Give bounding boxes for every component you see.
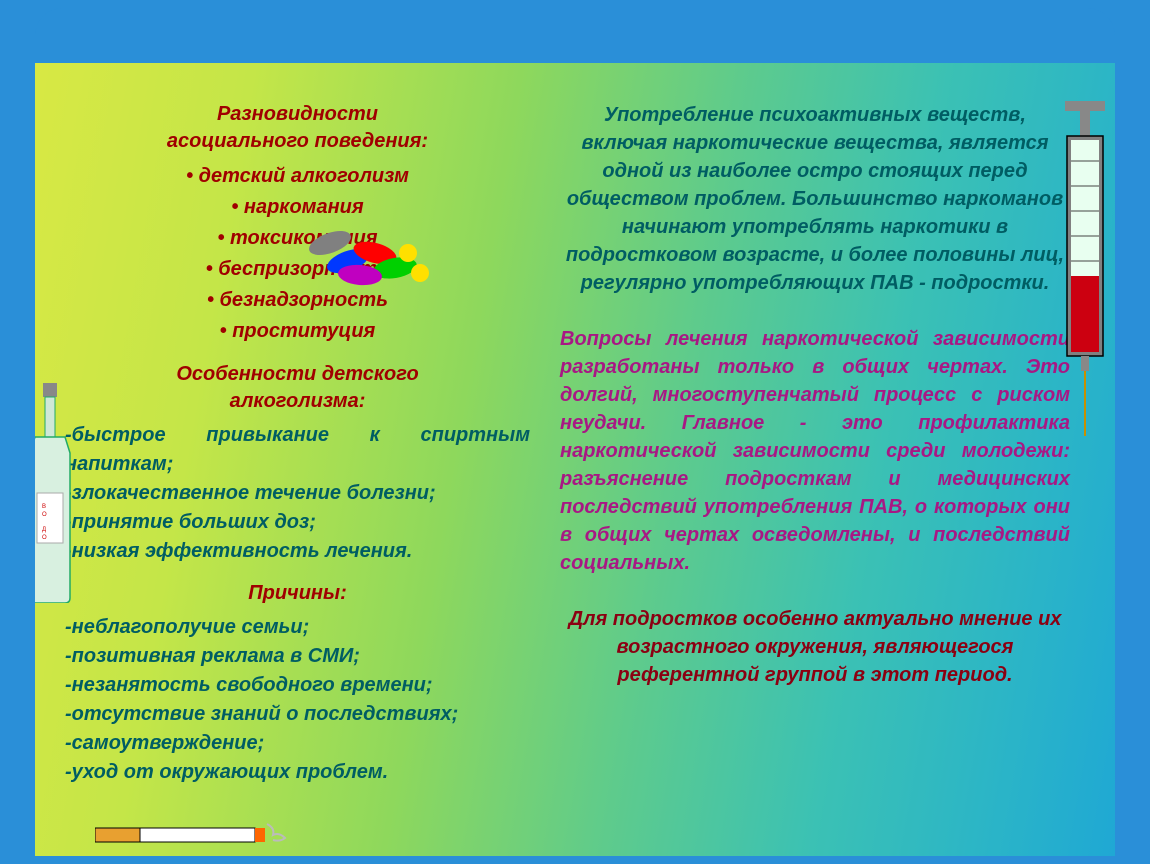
syringe-icon xyxy=(1055,101,1115,441)
left-column: Разновидности асоциального поведения: де… xyxy=(65,101,530,787)
paragraph-2: Вопросы лечения наркотической зависимост… xyxy=(560,325,1070,577)
bottle-icon: В О Д О xyxy=(35,383,85,603)
right-column: Употребление психоактивных веществ, вклю… xyxy=(560,101,1070,717)
reason: -неблагополучие семьи; xyxy=(65,613,530,642)
reason: -отсутствие знаний о последствиях; xyxy=(65,700,530,729)
bullet-list: детский алкоголизм наркомания токсикоман… xyxy=(65,161,530,347)
reason: -самоутверждение; xyxy=(65,729,530,758)
paragraph-3: Для подростков особенно актуально мнение… xyxy=(560,605,1070,689)
bullet: безнадзорность xyxy=(65,285,530,316)
bullet: беспризорность xyxy=(65,254,530,285)
reason: -незанятость свободного времени; xyxy=(65,671,530,700)
svg-text:О: О xyxy=(42,512,47,518)
bullet: проституция xyxy=(65,316,530,347)
bullet: наркомания xyxy=(65,192,530,223)
slide-frame: Разновидности асоциального поведения: де… xyxy=(35,8,1115,856)
paragraph-1: Употребление психоактивных веществ, вклю… xyxy=(560,101,1070,297)
reasons-list: -неблагополучие семьи; -позитивная рекла… xyxy=(65,613,530,787)
cigarette-icon xyxy=(95,820,295,850)
text: Особенности детского xyxy=(176,363,418,385)
svg-text:Д: Д xyxy=(42,527,46,533)
svg-text:В: В xyxy=(42,504,46,510)
features-block: -быстрое привыкание к спиртным напиткам;… xyxy=(65,421,530,566)
left-heading-1: Разновидности асоциального поведения: xyxy=(65,101,530,155)
left-heading-3: Причины: xyxy=(65,580,530,607)
left-heading-2: Особенности детского алкоголизма: xyxy=(65,361,530,415)
top-bar xyxy=(35,8,1115,56)
reason: -позитивная реклама в СМИ; xyxy=(65,642,530,671)
svg-text:О: О xyxy=(42,535,47,541)
text: алкоголизма: xyxy=(230,390,366,412)
bullet: детский алкоголизм xyxy=(65,161,530,192)
text: Разновидности xyxy=(217,103,378,125)
text: асоциального поведения: xyxy=(167,130,428,152)
bullet: токсикомания xyxy=(65,223,530,254)
pills-icon xyxy=(300,213,440,298)
reason: -уход от окружающих проблем. xyxy=(65,758,530,787)
slide-body: Разновидности асоциального поведения: де… xyxy=(35,63,1115,856)
